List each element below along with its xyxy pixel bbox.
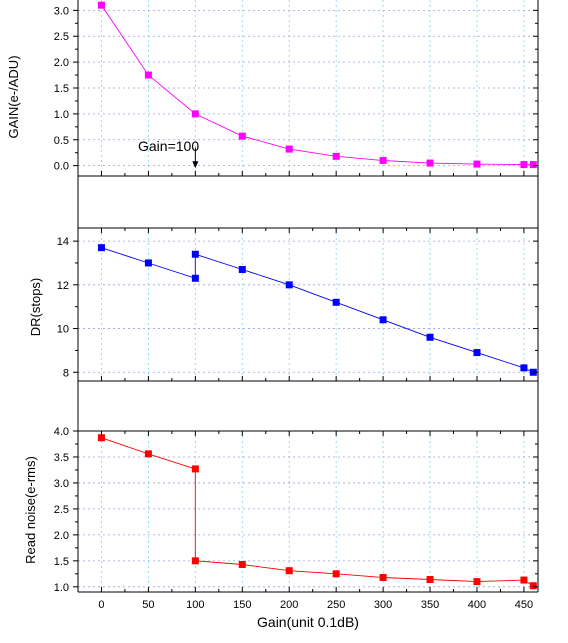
gain-annotation-arrow bbox=[192, 147, 199, 169]
data-point bbox=[332, 152, 340, 160]
y-tick-label: 1.0 bbox=[54, 109, 69, 121]
y-tick-label: 0.5 bbox=[54, 135, 69, 147]
data-point bbox=[144, 71, 152, 79]
panel-dr-ylabel: DR(stops) bbox=[28, 278, 43, 337]
data-point bbox=[144, 259, 152, 267]
y-tick-label: 14 bbox=[57, 236, 69, 248]
y-tick-label: 1.0 bbox=[54, 582, 69, 594]
data-point bbox=[379, 156, 387, 164]
panel-gain-series bbox=[97, 1, 537, 169]
y-tick-label: 2.0 bbox=[54, 57, 69, 69]
y-tick-label: 12 bbox=[57, 280, 69, 292]
data-point bbox=[238, 560, 246, 568]
panel-dr-yticks: 8 10 12 14 bbox=[57, 236, 538, 379]
data-point bbox=[191, 110, 199, 118]
data-point bbox=[191, 274, 199, 282]
x-tick-label: 300 bbox=[374, 599, 392, 611]
series-line bbox=[101, 437, 534, 587]
x-tick-label: 50 bbox=[142, 599, 154, 611]
y-tick-label: 3.5 bbox=[54, 452, 69, 464]
y-tick-label: 3.0 bbox=[54, 478, 69, 490]
x-tick-label: 450 bbox=[515, 599, 533, 611]
data-point bbox=[520, 161, 528, 169]
data-point bbox=[191, 465, 199, 473]
data-point bbox=[529, 161, 537, 169]
annotation-arrow-head bbox=[192, 161, 199, 169]
y-tick-label: 1.5 bbox=[54, 83, 69, 95]
y-tick-label: 4.0 bbox=[54, 426, 69, 438]
y-tick-label: 2.5 bbox=[54, 31, 69, 43]
panel-readnoise-ylabel: Read noise(e-rms) bbox=[23, 456, 38, 564]
panel-gain: 0.0 0.5 1.0 1.5 2.0 2.5 3.0 GAIN(e-/ADU) Gain=… bbox=[6, 0, 539, 177]
data-point bbox=[97, 434, 105, 442]
data-point bbox=[426, 576, 434, 584]
x-tick-label: 100 bbox=[186, 599, 204, 611]
data-point bbox=[285, 145, 293, 153]
series-line bbox=[101, 247, 534, 373]
data-point bbox=[191, 250, 199, 258]
panel-readnoise: 1.0 1.5 2.0 2.5 3.0 3.5 4.0 0 50 100 150 200 250 300… bbox=[23, 426, 539, 630]
data-point bbox=[191, 557, 199, 565]
data-point bbox=[97, 244, 105, 252]
panel-readnoise-yticks: 1.0 1.5 2.0 2.5 3.0 3.5 4.0 bbox=[54, 426, 538, 594]
y-tick-label: 0.0 bbox=[54, 161, 69, 173]
y-tick-label: 1.5 bbox=[54, 556, 69, 568]
data-point bbox=[238, 132, 246, 140]
x-tick-label: 150 bbox=[233, 599, 251, 611]
y-tick-label: 8 bbox=[63, 367, 69, 379]
data-point bbox=[332, 298, 340, 306]
data-point bbox=[473, 160, 481, 168]
panel-gain-yticks: 0.0 0.5 1.0 1.5 2.0 2.5 3.0 bbox=[54, 5, 538, 173]
x-tick-label: 250 bbox=[327, 599, 345, 611]
data-point bbox=[520, 364, 528, 372]
data-point bbox=[238, 266, 246, 274]
data-point bbox=[285, 281, 293, 289]
data-point bbox=[426, 333, 434, 341]
x-axis-label: Gain(unit 0.1dB) bbox=[257, 614, 359, 630]
data-point bbox=[332, 570, 340, 578]
data-point bbox=[520, 576, 528, 584]
x-tick-label: 0 bbox=[98, 599, 104, 611]
data-point bbox=[426, 159, 434, 167]
data-point bbox=[144, 450, 152, 458]
panel-gain-ylabel: GAIN(e-/ADU) bbox=[6, 55, 21, 138]
panel-gain-grid bbox=[78, 0, 538, 176]
x-tick-label: 400 bbox=[468, 599, 486, 611]
data-point bbox=[379, 316, 387, 324]
data-point bbox=[473, 578, 481, 586]
x-tick-label: 350 bbox=[421, 599, 439, 611]
data-point bbox=[473, 349, 481, 357]
data-point bbox=[379, 573, 387, 581]
panel-readnoise-series bbox=[97, 434, 537, 590]
y-tick-label: 3.0 bbox=[54, 5, 69, 17]
panel-readnoise-xticks: 0 50 100 150 200 250 300 350 400 450 bbox=[98, 599, 533, 611]
panel-dr: 8 10 12 14 DR(stops) bbox=[28, 227, 539, 382]
y-tick-label: 2.5 bbox=[54, 504, 69, 516]
data-point bbox=[529, 582, 537, 590]
data-point bbox=[97, 1, 105, 9]
data-point bbox=[285, 567, 293, 575]
y-tick-label: 2.0 bbox=[54, 530, 69, 542]
y-tick-label: 10 bbox=[57, 324, 69, 336]
gain-annotation-label: Gain=100 bbox=[138, 138, 199, 154]
x-tick-label: 200 bbox=[280, 599, 298, 611]
